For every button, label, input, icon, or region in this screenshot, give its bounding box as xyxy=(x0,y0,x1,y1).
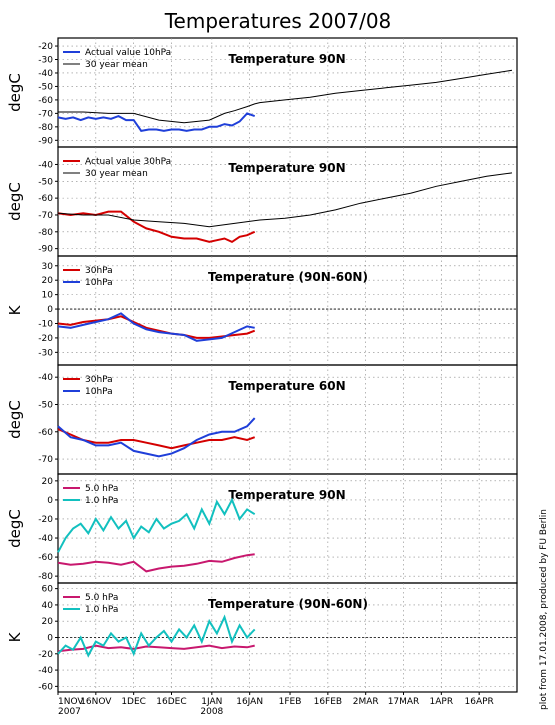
series-line-1 xyxy=(57,553,255,573)
y-tick-label: -80 xyxy=(38,228,53,238)
x-tick-label: 16APR xyxy=(465,697,494,707)
y-axis-label: degC xyxy=(6,509,24,548)
y-axis-label: degC xyxy=(6,400,24,439)
chart-panel-4: -70 -60 -50 -40 degC Temperature 60N 30hPa 10hP… xyxy=(6,364,518,475)
series-line-2 xyxy=(57,417,256,458)
y-tick-label: -80 xyxy=(38,572,53,582)
series-line-2 xyxy=(58,69,513,124)
y-tick-label: -50 xyxy=(38,177,53,187)
chart-title: Temperatures 2007/08 xyxy=(164,9,392,33)
chart-panel-5: -80 -60 -40 -20 0 20 degC Temperature 90N 5.0 hP… xyxy=(6,473,518,584)
y-tick-label: -40 xyxy=(38,666,53,676)
panel-title: Temperature 60N xyxy=(228,379,345,393)
x-tick-label: 1FEB xyxy=(279,697,302,707)
legend-label: 30 year mean xyxy=(85,60,148,70)
y-tick-label: -60 xyxy=(38,428,53,438)
y-tick-label: -20 xyxy=(38,42,53,52)
y-axis-label: degC xyxy=(6,73,24,112)
y-tick-label: -20 xyxy=(38,334,53,344)
y-tick-label: -90 xyxy=(38,136,53,146)
x-tick-label: 2MAR xyxy=(353,697,379,707)
y-tick-label: -20 xyxy=(38,650,53,660)
legend-label: 5.0 hPa xyxy=(85,593,118,603)
y-tick-label: -40 xyxy=(38,69,53,79)
legend-label: 10hPa xyxy=(85,387,113,397)
y-tick-label: 0 xyxy=(47,634,53,644)
series-line-1 xyxy=(57,210,256,244)
x-tick-label: 16FEB xyxy=(314,697,343,707)
y-tick-label: -50 xyxy=(38,400,53,410)
y-tick-label: 10 xyxy=(42,291,54,301)
series-line-2 xyxy=(57,172,513,228)
y-tick-label: -70 xyxy=(38,455,53,465)
legend-label: 30 year mean xyxy=(85,169,148,179)
y-tick-label: -60 xyxy=(38,553,53,563)
y-tick-label: -70 xyxy=(38,109,53,119)
y-tick-label: 40 xyxy=(42,601,54,611)
panel-title: Temperature 90N xyxy=(228,488,345,502)
y-tick-label: -40 xyxy=(38,160,53,170)
panel-title: Temperature (90N-60N) xyxy=(208,270,368,284)
y-tick-label: -90 xyxy=(38,245,53,255)
series-line-1 xyxy=(57,644,255,653)
y-tick-label: -40 xyxy=(38,534,53,544)
legend-label: 1.0 hPa xyxy=(85,496,118,506)
y-tick-label: 20 xyxy=(42,477,54,487)
legend-label: 30hPa xyxy=(85,266,113,276)
series-line-2 xyxy=(57,312,255,342)
legend-label: 30hPa xyxy=(85,375,113,385)
y-axis-label: K xyxy=(6,304,24,315)
panel-title: Temperature 90N xyxy=(228,52,345,66)
series-line-2 xyxy=(57,497,256,553)
x-tick-label: 17MAR xyxy=(388,697,420,707)
chart-panel-3: -30 -20 -10 0 10 20 30 K Temperature (90N-60N) 30… xyxy=(6,255,518,366)
x-tick-label: 1NOV xyxy=(58,697,84,707)
x-year-label: 2008 xyxy=(200,707,223,717)
series-line-2 xyxy=(57,614,256,658)
y-axis-label: degC xyxy=(6,182,24,221)
chart-panel-1: -90 -80 -70 -60 -50 -40 -30 -20 degC Temperature … xyxy=(6,37,518,148)
x-tick-label: 16DEC xyxy=(156,697,186,707)
y-tick-label: -60 xyxy=(38,682,53,692)
chart-panel-6: -60 -40 -20 0 20 40 60 K Temperature (90N-60N) 5.… xyxy=(6,582,518,693)
chart-panel-2: -90 -80 -70 -60 -50 -40 degC Temperature 90N Act… xyxy=(6,146,518,257)
legend-label: Actual value 10hPa xyxy=(85,48,171,58)
series-line-1 xyxy=(57,112,256,133)
panel-title: Temperature 90N xyxy=(228,161,345,175)
y-tick-label: -10 xyxy=(38,319,53,329)
series-line-1 xyxy=(57,428,256,450)
y-tick-label: 20 xyxy=(42,276,54,286)
panel-title: Temperature (90N-60N) xyxy=(208,597,368,611)
legend-label: 10hPa xyxy=(85,278,113,288)
series-line-1 xyxy=(57,315,256,339)
x-tick-label: 16NOV xyxy=(80,697,112,707)
y-tick-label: 30 xyxy=(42,262,54,272)
y-tick-label: -50 xyxy=(38,82,53,92)
y-tick-label: 0 xyxy=(47,496,53,506)
y-axis-label: K xyxy=(6,631,24,642)
legend-label: Actual value 30hPa xyxy=(85,157,171,167)
credit-note: plot from 17.01.2008, produced by FU Ber… xyxy=(539,509,549,710)
y-tick-label: 20 xyxy=(42,617,54,627)
y-tick-label: -70 xyxy=(38,211,53,221)
y-tick-label: 0 xyxy=(47,305,53,315)
y-tick-label: 60 xyxy=(42,585,54,595)
legend-label: 1.0 hPa xyxy=(85,605,118,615)
y-tick-label: -80 xyxy=(38,123,53,133)
y-tick-label: -20 xyxy=(38,515,53,525)
x-tick-label: 16JAN xyxy=(236,697,263,707)
x-tick-label: 1JAN xyxy=(201,697,222,707)
y-tick-label: -30 xyxy=(38,348,53,358)
legend-label: 5.0 hPa xyxy=(85,484,118,494)
y-tick-label: -60 xyxy=(38,96,53,106)
x-tick-label: 1APR xyxy=(430,697,454,707)
x-tick-label: 1DEC xyxy=(121,697,146,707)
y-tick-label: -30 xyxy=(38,56,53,66)
x-year-label: 2007 xyxy=(58,707,81,717)
y-tick-label: -40 xyxy=(38,373,53,383)
y-tick-label: -60 xyxy=(38,194,53,204)
